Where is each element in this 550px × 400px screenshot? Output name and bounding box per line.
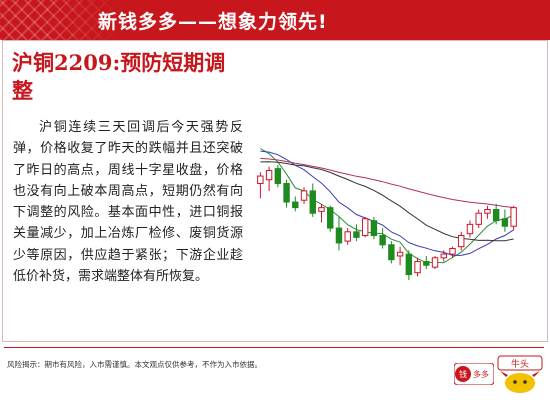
candle-body-down bbox=[379, 235, 386, 246]
svg-text:钱: 钱 bbox=[459, 369, 467, 379]
candle-body-down bbox=[423, 261, 430, 266]
candlestick-chart bbox=[257, 148, 517, 281]
candle bbox=[344, 228, 351, 245]
candle-body-up bbox=[431, 257, 439, 268]
candle bbox=[318, 203, 325, 223]
candle bbox=[423, 255, 430, 269]
candle-body-up bbox=[257, 175, 264, 184]
candle-body-down bbox=[283, 182, 290, 203]
candle-body-down bbox=[327, 207, 334, 229]
candle-body-down bbox=[492, 208, 500, 222]
candle bbox=[431, 255, 439, 269]
candle bbox=[274, 164, 282, 188]
candle-body-down bbox=[335, 227, 343, 244]
candle bbox=[458, 231, 465, 251]
candle-body-up bbox=[458, 235, 465, 248]
candle bbox=[388, 241, 395, 264]
content-frame bbox=[2, 40, 548, 342]
ma40-line bbox=[260, 157, 514, 208]
ma20-line bbox=[260, 161, 514, 242]
candle-body-down bbox=[388, 244, 395, 261]
candle bbox=[501, 209, 509, 232]
candles bbox=[257, 164, 517, 281]
svg-text:牛头: 牛头 bbox=[511, 358, 529, 370]
candle bbox=[449, 246, 456, 258]
candle-body-up bbox=[396, 251, 404, 257]
candle bbox=[353, 224, 360, 242]
article-body: 沪铜连续三天回调后今天强势反弹，价格收复了昨天的跌幅并且还突破了昨日的高点，周线… bbox=[13, 117, 243, 287]
bull-head-logo: 牛头 bbox=[497, 355, 543, 393]
candle bbox=[300, 187, 308, 204]
candle bbox=[265, 166, 273, 191]
candle-body-up bbox=[361, 218, 369, 237]
candle bbox=[283, 179, 290, 208]
candle bbox=[475, 209, 482, 229]
candle-body-down bbox=[309, 190, 316, 214]
candle bbox=[396, 246, 404, 266]
candle bbox=[327, 205, 334, 232]
candle bbox=[257, 172, 264, 199]
candle-body-down bbox=[353, 231, 360, 238]
candle-body-up bbox=[318, 207, 325, 212]
candle-body-down bbox=[405, 253, 413, 276]
candle bbox=[484, 205, 491, 219]
candle-body-down bbox=[370, 220, 378, 237]
candle bbox=[510, 205, 517, 230]
candle bbox=[361, 216, 369, 238]
candle-body-up bbox=[344, 231, 351, 242]
candle bbox=[492, 203, 500, 225]
article-title: 沪铜2209:预防短期调整 bbox=[12, 50, 226, 103]
candle-body-up bbox=[510, 207, 517, 227]
candle bbox=[309, 183, 316, 217]
candle bbox=[335, 216, 343, 251]
top-banner: 新钱多多——想象力领先! bbox=[0, 0, 550, 40]
qianduoduo-logo: 钱 多多 bbox=[454, 363, 494, 385]
candle-body-up bbox=[440, 253, 447, 259]
banner-pattern bbox=[0, 0, 120, 40]
footer-divider bbox=[4, 347, 544, 348]
candle-body-up bbox=[466, 223, 474, 235]
banner-title: 新钱多多——想象力领先! bbox=[98, 11, 328, 33]
article-paragraph: 沪铜连续三天回调后今天强势反弹，价格收复了昨天的跌幅并且还突破了昨日的高点，周线… bbox=[13, 120, 243, 285]
price-chart bbox=[248, 131, 528, 299]
ma10-line bbox=[260, 150, 514, 256]
candle bbox=[370, 216, 378, 240]
ma5-line bbox=[260, 148, 514, 264]
moving-average-lines bbox=[260, 148, 514, 264]
candle-body-up bbox=[300, 190, 308, 201]
candle bbox=[405, 250, 413, 281]
candle bbox=[414, 257, 421, 277]
candle-body-up bbox=[449, 248, 456, 255]
candle bbox=[379, 228, 386, 249]
risk-disclaimer: 风险揭示：期市有风险，入市需谨慎。本文观点仅供参考，不作为入市依据。 bbox=[7, 360, 262, 369]
candle-body-up bbox=[265, 169, 273, 181]
candle-body-up bbox=[484, 208, 491, 214]
svg-text:多多: 多多 bbox=[473, 369, 489, 379]
candle-body-down bbox=[292, 201, 299, 209]
candle-body-down bbox=[274, 168, 282, 184]
candle-body-down bbox=[501, 218, 509, 227]
candle bbox=[466, 220, 474, 238]
candle-body-up bbox=[414, 261, 421, 274]
candle-body-up bbox=[475, 212, 482, 225]
candle bbox=[440, 250, 447, 262]
candle bbox=[292, 196, 299, 212]
